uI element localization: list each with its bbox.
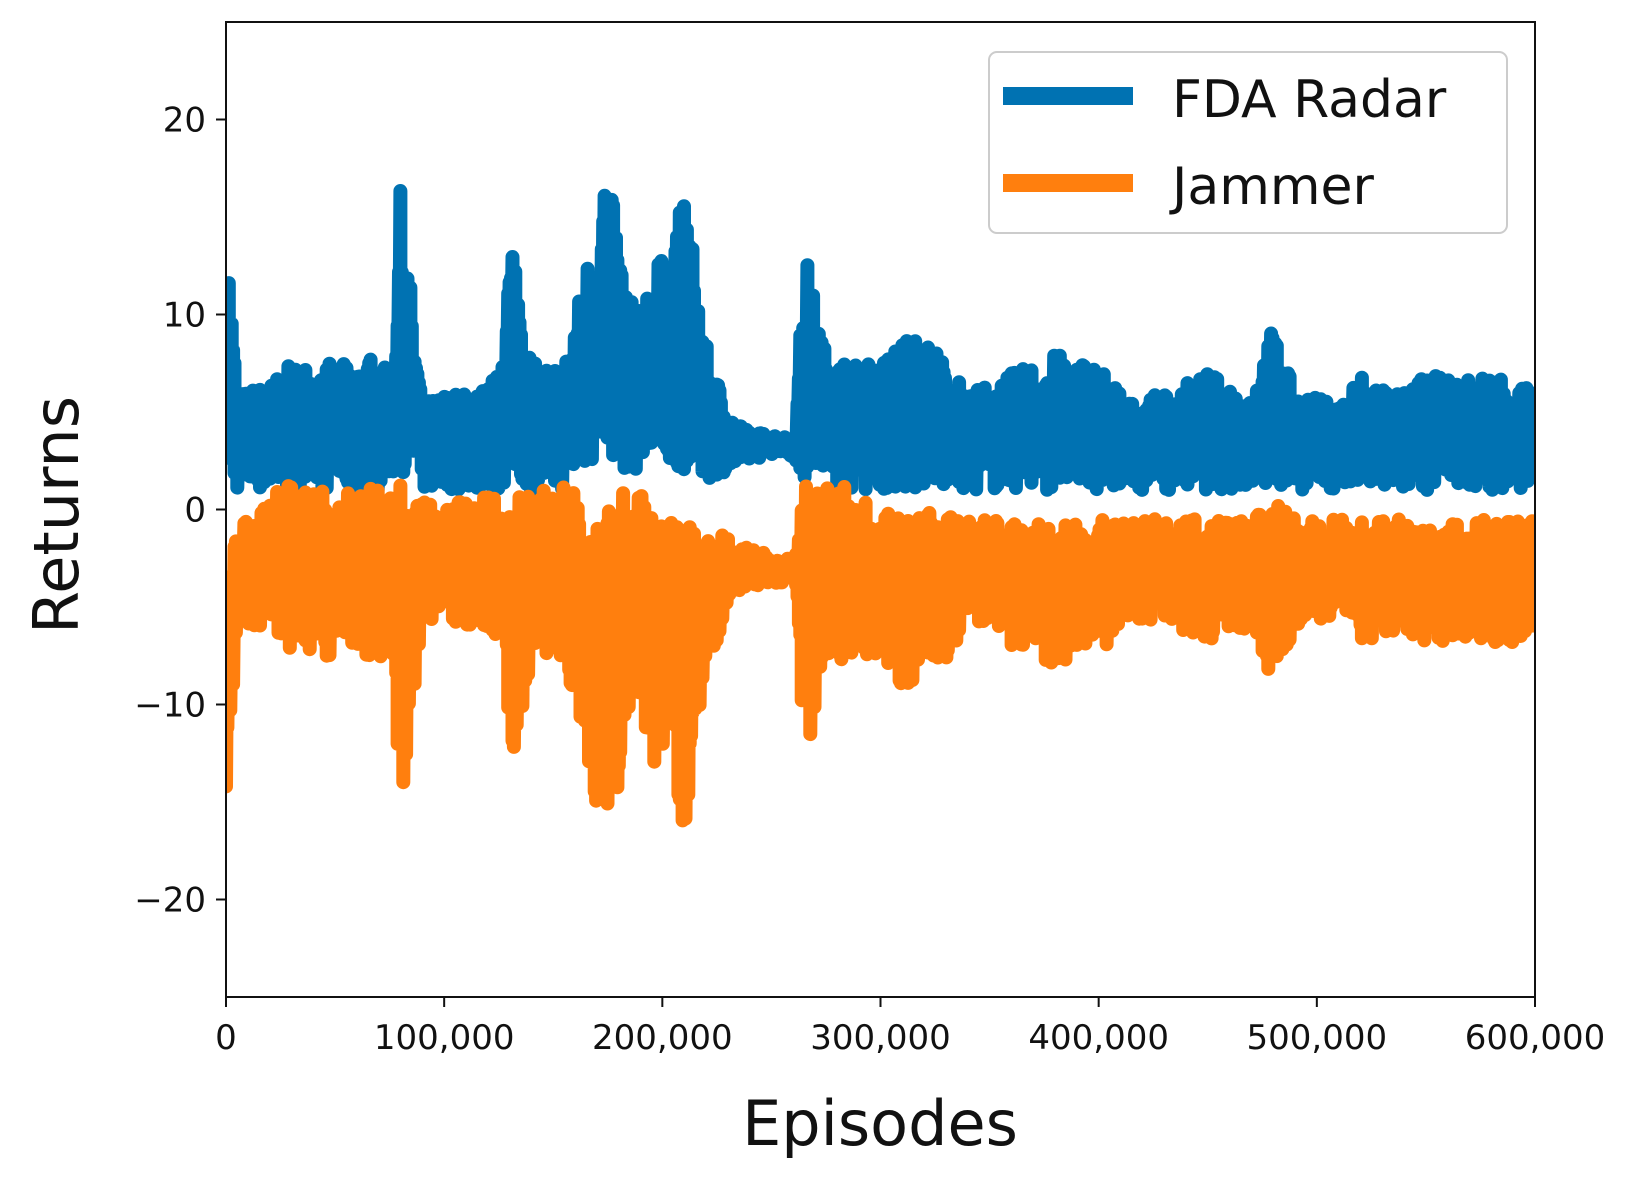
legend-label-jammer: Jammer [1169,157,1375,217]
legend: FDA Radar Jammer [988,51,1508,234]
x-tick-label: 100,000 [374,1018,515,1058]
series-line-jammer [226,478,1535,828]
x-tick-label: 200,000 [592,1018,733,1058]
y-tick-label: 10 [163,296,206,336]
series-jammer [226,478,1535,828]
x-tick-label: 300,000 [810,1018,951,1058]
legend-label-fda-radar: FDA Radar [1172,70,1447,130]
y-tick-label: 20 [163,101,206,141]
x-tick-label: 600,000 [1465,1018,1606,1058]
x-axis-title: Episodes [742,1087,1018,1160]
x-tick-label: 400,000 [1028,1018,1169,1058]
x-tick-label: 500,000 [1247,1018,1388,1058]
series-layer [226,184,1535,828]
series-fda-radar [226,184,1535,497]
y-axis-title: Returns [20,396,93,634]
y-axis: −20 −10 0 10 20 [134,101,226,921]
x-tick-label: 0 [215,1018,237,1058]
y-tick-label: −20 [134,881,206,921]
x-axis: 0 100,000 200,000 300,000 400,000 500,000 600,… [215,997,1605,1058]
series-line-fda-radar [226,184,1535,497]
y-tick-label: −10 [134,686,206,726]
y-tick-label: 0 [184,491,206,531]
plot-area: 0 100,000 200,000 300,000 400,000 500,000 600,… [134,21,1605,1058]
